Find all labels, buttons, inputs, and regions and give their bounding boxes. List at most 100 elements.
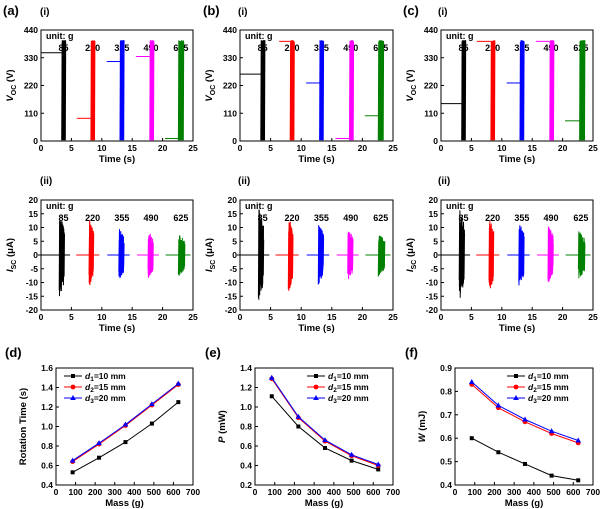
x-tick-label: 100	[68, 487, 82, 497]
trace-burst	[488, 221, 495, 289]
trace-burst	[287, 221, 294, 291]
x-tick-label: 5	[469, 312, 474, 322]
x-tick-label: 15	[127, 143, 137, 153]
x-axis-label: Time (s)	[298, 323, 334, 334]
panel-c-sub-i: (i)	[438, 7, 447, 18]
series-point	[149, 421, 154, 426]
trace-burst	[88, 220, 95, 286]
unit-label: unit: g	[46, 31, 74, 41]
x-tick-label: 5	[469, 143, 474, 153]
y-tick-label: -5	[430, 264, 438, 274]
x-tick-label: 15	[127, 312, 137, 322]
series-point	[97, 455, 102, 460]
mass-label: 490	[343, 213, 358, 223]
x-tick-label: 25	[388, 312, 398, 322]
trace-burst	[577, 231, 586, 279]
y-tick-label: -5	[229, 264, 237, 274]
legend-label: d2=15 mm	[528, 382, 569, 394]
y-tick-label: 10	[29, 223, 39, 233]
trace-burst	[349, 40, 355, 141]
y-tick-label: 330	[223, 53, 237, 63]
y-tick-label: 20	[29, 195, 39, 205]
y-tick-label: 0.9	[440, 363, 452, 373]
mass-label: 355	[314, 213, 329, 223]
mass-label: 625	[173, 213, 188, 223]
y-tick-label: 110	[24, 108, 38, 118]
trace-burst	[177, 235, 186, 276]
y-tick-label: 0.7	[440, 410, 452, 420]
legend-label: d2=15 mm	[85, 382, 126, 394]
x-tick-label: 300	[108, 487, 122, 497]
trace-burst	[319, 40, 325, 141]
y-tick-label: 0.6	[240, 441, 252, 451]
trace-burst	[519, 40, 525, 141]
x-tick-label: 10	[497, 143, 507, 153]
y-tick-label: 330	[24, 53, 38, 63]
y-tick-label: 0.5	[440, 457, 452, 467]
x-tick-label: 0	[253, 487, 258, 497]
series-point	[495, 402, 502, 408]
x-tick-label: 15	[327, 143, 337, 153]
series-point	[322, 445, 327, 450]
trace-burst	[547, 226, 554, 282]
x-axis-label: Time (s)	[499, 323, 535, 334]
x-tick-label: 5	[268, 312, 273, 322]
series-point	[69, 457, 76, 463]
axes-frame	[454, 367, 594, 486]
panel-b-sub-i: (i)	[238, 7, 247, 18]
mass-label: 355	[514, 213, 529, 223]
trace-burst	[90, 40, 96, 141]
unit-label: unit: g	[245, 201, 273, 211]
mass-label: 220	[285, 213, 300, 223]
unit-label: unit: g	[446, 31, 474, 41]
panel-b-label: (b)	[203, 3, 220, 18]
x-tick-label: 20	[558, 312, 568, 322]
series-point	[122, 421, 129, 427]
trace-burst	[257, 209, 265, 300]
trace-burst	[490, 40, 496, 141]
legend-label: d3=20 mm	[328, 393, 369, 405]
x-tick-label: 0	[439, 143, 444, 153]
panel-a-label: (a)	[3, 3, 19, 18]
y-tick-label: 1.4	[41, 383, 53, 393]
panel-a-sub-ii: (ii)	[40, 176, 52, 187]
unit-label: unit: g	[245, 31, 273, 41]
x-axis-label: Mass (g)	[505, 498, 544, 509]
y-axis-label: ISC (μA)	[5, 238, 18, 272]
y-tick-label: 330	[424, 53, 438, 63]
y-tick-label: 0.8	[440, 386, 452, 396]
x-tick-label: 25	[588, 312, 598, 322]
series-point	[522, 461, 527, 466]
trace-burst	[518, 225, 525, 286]
panel-f-label: (f)	[405, 345, 418, 360]
x-tick-label: 600	[366, 487, 380, 497]
series-point	[349, 458, 354, 463]
x-axis-label: Time (s)	[298, 154, 334, 165]
x-tick-label: 300	[507, 487, 521, 497]
y-tick-label: 20	[429, 195, 439, 205]
x-tick-label: 0	[453, 487, 458, 497]
y-tick-label: 20	[228, 195, 238, 205]
x-tick-label: 5	[69, 143, 74, 153]
x-tick-label: 700	[386, 487, 400, 497]
trace-burst	[549, 40, 555, 141]
x-tick-label: 700	[586, 487, 600, 497]
series-point	[96, 440, 102, 446]
x-axis-label: Time (s)	[99, 154, 135, 165]
y-tick-label: 220	[24, 81, 38, 91]
y-tick-label: 0	[433, 250, 438, 260]
unit-label: unit: g	[46, 201, 74, 211]
y-tick-label: 0.8	[240, 422, 252, 432]
legend-label: d3=20 mm	[85, 393, 126, 405]
x-tick-label: 0	[39, 312, 44, 322]
legend-marker	[314, 374, 318, 378]
series-point	[149, 401, 155, 407]
x-tick-label: 0	[54, 487, 59, 497]
trace-burst	[118, 229, 125, 279]
x-tick-label: 0	[238, 143, 243, 153]
x-axis-label: Time (s)	[99, 323, 135, 334]
y-axis-label: W (mJ)	[417, 411, 428, 443]
x-tick-label: 25	[388, 143, 398, 153]
legend-marker	[513, 384, 519, 390]
x-tick-label: 25	[588, 143, 598, 153]
